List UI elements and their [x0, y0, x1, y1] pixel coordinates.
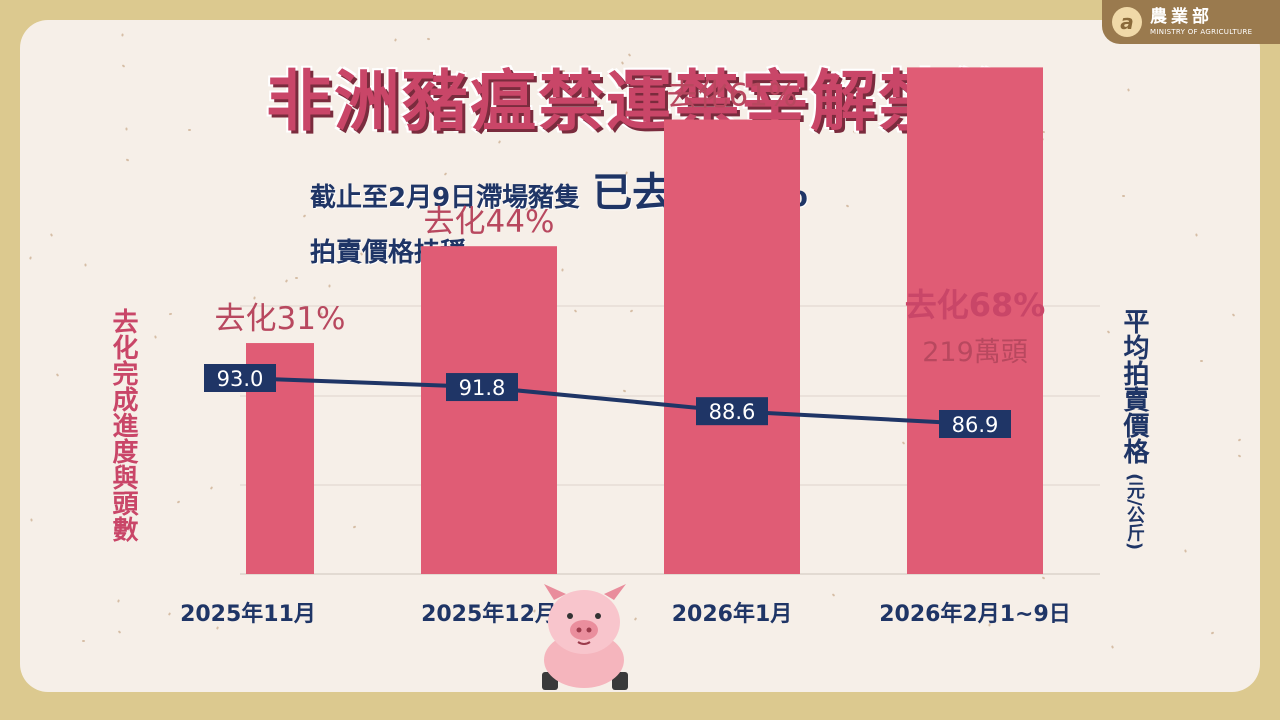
ministry-logo-icon: a	[1112, 7, 1142, 37]
y-axis-right-title: 平均拍賣價格	[1119, 308, 1149, 464]
price-label-box	[204, 364, 276, 392]
price-data-label: 86.9	[952, 413, 999, 437]
x-tick-label: 2026年2月1~9日	[879, 601, 1071, 627]
page-title: 非洲豬瘟禁運禁宰解禁後	[266, 63, 1014, 140]
price-label-box	[446, 373, 518, 402]
ministry-name-en: MINISTRY OF AGRICULTURE	[1150, 27, 1253, 36]
subtitle-prefix: 截止至2月9日滯場豬隻	[310, 183, 581, 213]
ministry-name: 農業部	[1150, 6, 1213, 27]
slide-card	[20, 20, 1260, 692]
bar	[421, 246, 557, 574]
x-tick-label: 2026年1月	[672, 601, 793, 627]
x-tick-label: 2025年11月	[180, 601, 316, 627]
price-data-label: 91.8	[459, 376, 506, 400]
price-data-label: 88.6	[709, 400, 756, 424]
y-axis-right-unit: (元/公斤)	[1124, 473, 1145, 551]
bar	[907, 67, 1043, 575]
pig-mascot-icon	[542, 584, 628, 690]
bar-data-label: 去化31%	[215, 301, 346, 337]
ministry-logo: a 農業部 MINISTRY OF AGRICULTURE	[1102, 0, 1280, 44]
price-line	[239, 376, 976, 426]
annotation-label: 219萬頭	[922, 337, 1028, 368]
paper-speck	[188, 129, 191, 131]
price-label-box	[939, 410, 1011, 438]
bar-data-label: 去化44%	[424, 204, 555, 240]
price-label-box	[696, 397, 768, 426]
price-data-label: 93.0	[217, 367, 264, 391]
bar	[664, 119, 800, 575]
x-tick-label: 2025年12月	[421, 601, 557, 627]
y-axis-right-label: 平均拍賣價格 (元/公斤)	[1116, 308, 1150, 550]
bar-data-label: 去化61%	[667, 78, 798, 114]
y-axis-left-label: 去化完成進度與頭數	[108, 308, 138, 542]
bar-data-label: 去化68%	[905, 286, 1046, 324]
